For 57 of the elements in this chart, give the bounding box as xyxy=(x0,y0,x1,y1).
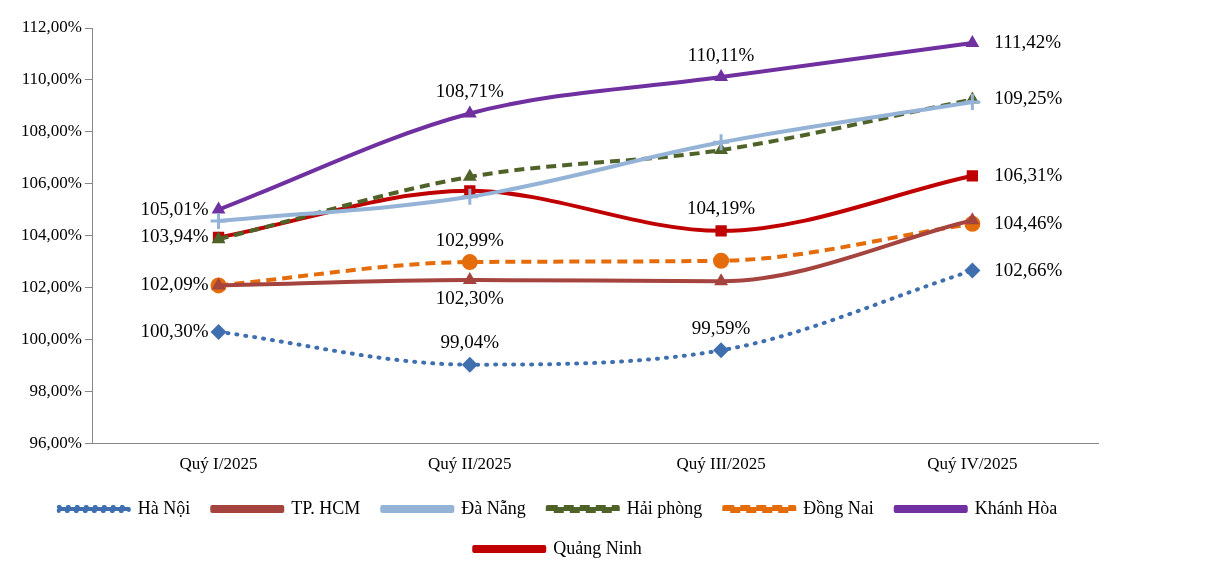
data-label: 110,11% xyxy=(687,43,755,65)
x-tick-label: Quý IV/2025 xyxy=(927,454,1018,474)
point xyxy=(210,323,227,340)
point xyxy=(964,262,981,279)
y-tick-label: 110,00% xyxy=(21,69,82,89)
point xyxy=(462,168,477,181)
data-label: 100,30% xyxy=(140,319,209,341)
data-label: 99,59% xyxy=(691,316,751,338)
legend-label: TP. HCM xyxy=(291,497,361,518)
point xyxy=(460,187,480,207)
data-label: 103,94% xyxy=(140,225,209,247)
legend-label: Quảng Ninh xyxy=(553,537,642,558)
legend-label: Khánh Hòa xyxy=(974,497,1058,518)
data-label: 104,19% xyxy=(687,197,756,219)
data-label: 102,09% xyxy=(140,273,209,295)
point xyxy=(965,35,980,48)
point xyxy=(711,132,731,152)
point xyxy=(713,252,730,269)
y-tick-label: 108,00% xyxy=(20,121,82,141)
point xyxy=(211,277,226,290)
point xyxy=(715,225,727,237)
y-tick-label: 104,00% xyxy=(20,225,82,245)
data-label: 105,01% xyxy=(140,197,209,219)
point xyxy=(462,271,477,284)
point xyxy=(714,273,729,286)
data-label: 99,04% xyxy=(440,331,500,353)
data-label: 106,31% xyxy=(994,163,1063,185)
y-tick-label: 102,00% xyxy=(20,277,82,297)
data-label: 108,71% xyxy=(435,79,505,101)
point xyxy=(714,69,729,82)
point xyxy=(713,342,730,359)
legend-label: Hà Nội xyxy=(137,497,191,518)
point xyxy=(461,356,478,373)
point xyxy=(209,211,229,231)
point xyxy=(965,212,980,225)
data-label: 109,25% xyxy=(994,87,1063,109)
y-tick-label: 100,00% xyxy=(20,329,82,349)
data-label: 102,30% xyxy=(435,287,505,309)
data-label: 111,42% xyxy=(994,31,1062,53)
y-tick-label: 98,00% xyxy=(29,381,82,401)
y-tick-label: 96,00% xyxy=(29,433,82,453)
y-tick-label: 112,00% xyxy=(21,17,82,37)
legend-label: Hải phòng xyxy=(626,497,703,518)
y-tick-label: 106,00% xyxy=(20,173,82,193)
point xyxy=(962,92,982,112)
x-tick-label: Quý II/2025 xyxy=(428,454,512,474)
point xyxy=(462,105,477,118)
x-tick-label: Quý I/2025 xyxy=(179,454,258,474)
legend-label: Đà Nẵng xyxy=(461,497,526,518)
point xyxy=(966,170,979,182)
data-label: 102,99% xyxy=(435,228,505,250)
point xyxy=(461,254,478,271)
x-tick-label: Quý III/2025 xyxy=(676,454,766,474)
data-label: 104,46% xyxy=(994,211,1063,233)
legend-label: Đồng Nai xyxy=(803,497,874,518)
data-label: 102,66% xyxy=(994,258,1063,280)
point xyxy=(211,201,226,214)
